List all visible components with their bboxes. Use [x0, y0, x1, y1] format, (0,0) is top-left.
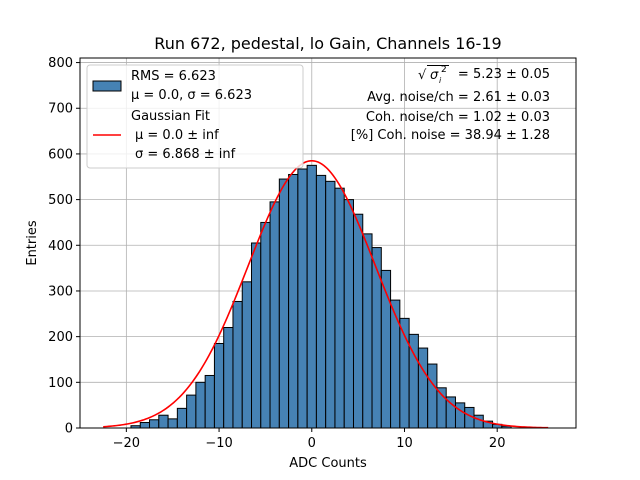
histogram-bar: [167, 418, 178, 429]
histogram-bar: [176, 407, 188, 429]
legend-hist-rms: RMS = 6.623: [131, 69, 216, 84]
legend-fit-mu: μ = 0.0 ± inf: [135, 128, 219, 143]
x-tick-label: 0: [308, 436, 316, 451]
histogram-bar: [158, 414, 169, 429]
sigma-superscript: 2: [441, 65, 447, 75]
x-tick-label: 10: [396, 436, 413, 451]
plot-frame: [79, 57, 577, 429]
histogram-bar: [251, 242, 262, 429]
y-tick-label: 800: [48, 56, 73, 71]
y-tick-label: 0: [65, 422, 73, 437]
pct-coh-noise-text: [%] Coh. noise = 38.94 ± 1.28: [351, 128, 550, 143]
histogram-bar: [139, 422, 151, 429]
y-tick-label: 100: [48, 376, 73, 391]
y-tick-label: 600: [48, 147, 73, 162]
y-tick-label: 700: [48, 102, 73, 117]
y-tick-label: 500: [48, 193, 73, 208]
histogram-bar: [288, 173, 299, 429]
histogram-bar: [195, 381, 206, 429]
sigma-subscript: i: [439, 76, 442, 85]
histogram-bar: [306, 164, 317, 429]
histogram-bar: [278, 178, 290, 429]
legend-fit-title: Gaussian Fit: [131, 109, 210, 124]
y-axis-ticks: 0 100 200 300 400 500 600 700 800: [48, 56, 80, 437]
histogram-bar: [371, 247, 382, 429]
histogram-bar: [213, 342, 225, 429]
gaussian-fit-curve: [103, 160, 549, 429]
histogram-bar: [417, 347, 429, 429]
histogram-bar: [269, 201, 280, 429]
legend-hist-swatch: [92, 80, 122, 92]
histogram-bars: [130, 164, 512, 429]
histogram-bar: [352, 213, 364, 429]
x-axis-ticks: −20 −10 0 10 20: [113, 428, 506, 451]
legend-hist-stats: μ = 0.0, σ = 6.623: [131, 88, 252, 103]
sqrt-sigma-value: = 5.23 ± 0.05: [458, 67, 550, 82]
x-tick-label: −20: [113, 436, 140, 451]
legend: RMS = 6.623 μ = 0.0, σ = 6.623 Gaussian …: [86, 64, 304, 169]
noise-annotations: √ σ 2 i = 5.23 ± 0.05 Avg. noise/ch = 2.…: [351, 65, 550, 143]
histogram-bar: [241, 281, 253, 429]
histogram-bar: [260, 221, 271, 429]
histogram-bar: [232, 300, 243, 429]
histogram-bar: [427, 363, 438, 429]
x-tick-label: 20: [489, 436, 506, 451]
sigma-i-symbol: σ: [430, 68, 439, 83]
histogram-bar: [297, 168, 308, 429]
y-tick-label: 200: [48, 330, 73, 345]
histogram-bar: [149, 419, 160, 429]
y-tick-label: 400: [48, 239, 73, 254]
histogram-bar: [473, 414, 484, 429]
y-tick-label: 300: [48, 284, 73, 299]
sqrt-sigma-annotation: √ σ 2 i = 5.23 ± 0.05: [418, 65, 550, 85]
histogram-bar: [390, 299, 401, 429]
histogram-bar: [325, 180, 336, 429]
coh-noise-text: Coh. noise/ch = 1.02 ± 0.03: [366, 110, 550, 125]
chart-title: Run 672, pedestal, lo Gain, Channels 16-…: [154, 34, 501, 53]
histogram-bar: [343, 199, 354, 429]
histogram-bar: [334, 187, 345, 429]
x-axis-label: ADC Counts: [289, 456, 367, 471]
sqrt-sigma-symbol: √: [418, 68, 427, 83]
x-tick-label: −10: [205, 436, 232, 451]
histogram-bar: [454, 402, 466, 429]
histogram-bar: [362, 233, 373, 429]
histogram-bar: [223, 327, 234, 429]
histogram-bar: [186, 394, 197, 429]
legend-box: [86, 64, 304, 169]
histogram-bar: [315, 174, 327, 429]
legend-fit-sigma: σ = 6.868 ± inf: [135, 147, 236, 162]
avg-noise-text: Avg. noise/ch = 2.61 ± 0.03: [367, 90, 550, 105]
histogram-bar: [204, 374, 215, 429]
y-axis-label: Entries: [25, 220, 40, 266]
